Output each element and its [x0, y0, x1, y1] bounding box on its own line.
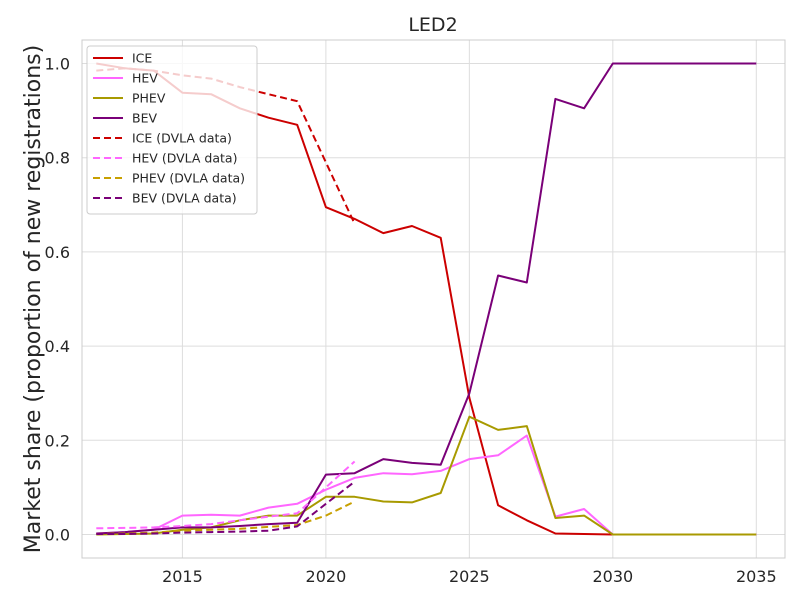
legend-label: PHEV (DVLA data): [132, 171, 245, 186]
y-axis-label: Market share (proportion of new registra…: [21, 45, 46, 553]
y-tick-label: 0.2: [45, 431, 70, 450]
x-tick-labels: 2015 2020 2025 2030 2035: [162, 567, 777, 586]
legend-label: ICE: [132, 51, 152, 66]
y-tick-labels: 0.0 0.2 0.4 0.6 0.8 1.0: [45, 55, 70, 545]
x-tick-label: 2030: [592, 567, 633, 586]
series-line-hev-dvla-data: [96, 460, 356, 530]
y-tick-label: 1.0: [45, 55, 70, 74]
y-tick-label: 0.4: [45, 337, 70, 356]
x-tick-label: 2015: [162, 567, 203, 586]
x-tick-label: 2035: [736, 567, 777, 586]
legend-label: BEV (DVLA data): [132, 191, 237, 206]
y-tick-label: 0.8: [45, 149, 70, 168]
y-tick-label: 0.6: [45, 243, 70, 262]
legend-label: BEV: [132, 111, 157, 126]
legend-label: PHEV: [132, 91, 166, 106]
x-tick-label: 2020: [306, 567, 347, 586]
plot-frame: [81, 39, 786, 559]
legend-label: HEV: [132, 71, 158, 86]
chart-title: LED2: [408, 14, 457, 36]
x-tick-label: 2025: [449, 567, 490, 586]
legend: ICE HEV PHEV BEV ICE (DVLA data) HEV (DVLA da…: [86, 45, 258, 215]
series-line-bev: [96, 62, 757, 535]
y-tick-label: 0.0: [45, 525, 70, 544]
legend-label: ICE (DVLA data): [132, 131, 232, 146]
legend-box: [86, 45, 258, 215]
legend-label: HEV (DVLA data): [132, 151, 237, 166]
